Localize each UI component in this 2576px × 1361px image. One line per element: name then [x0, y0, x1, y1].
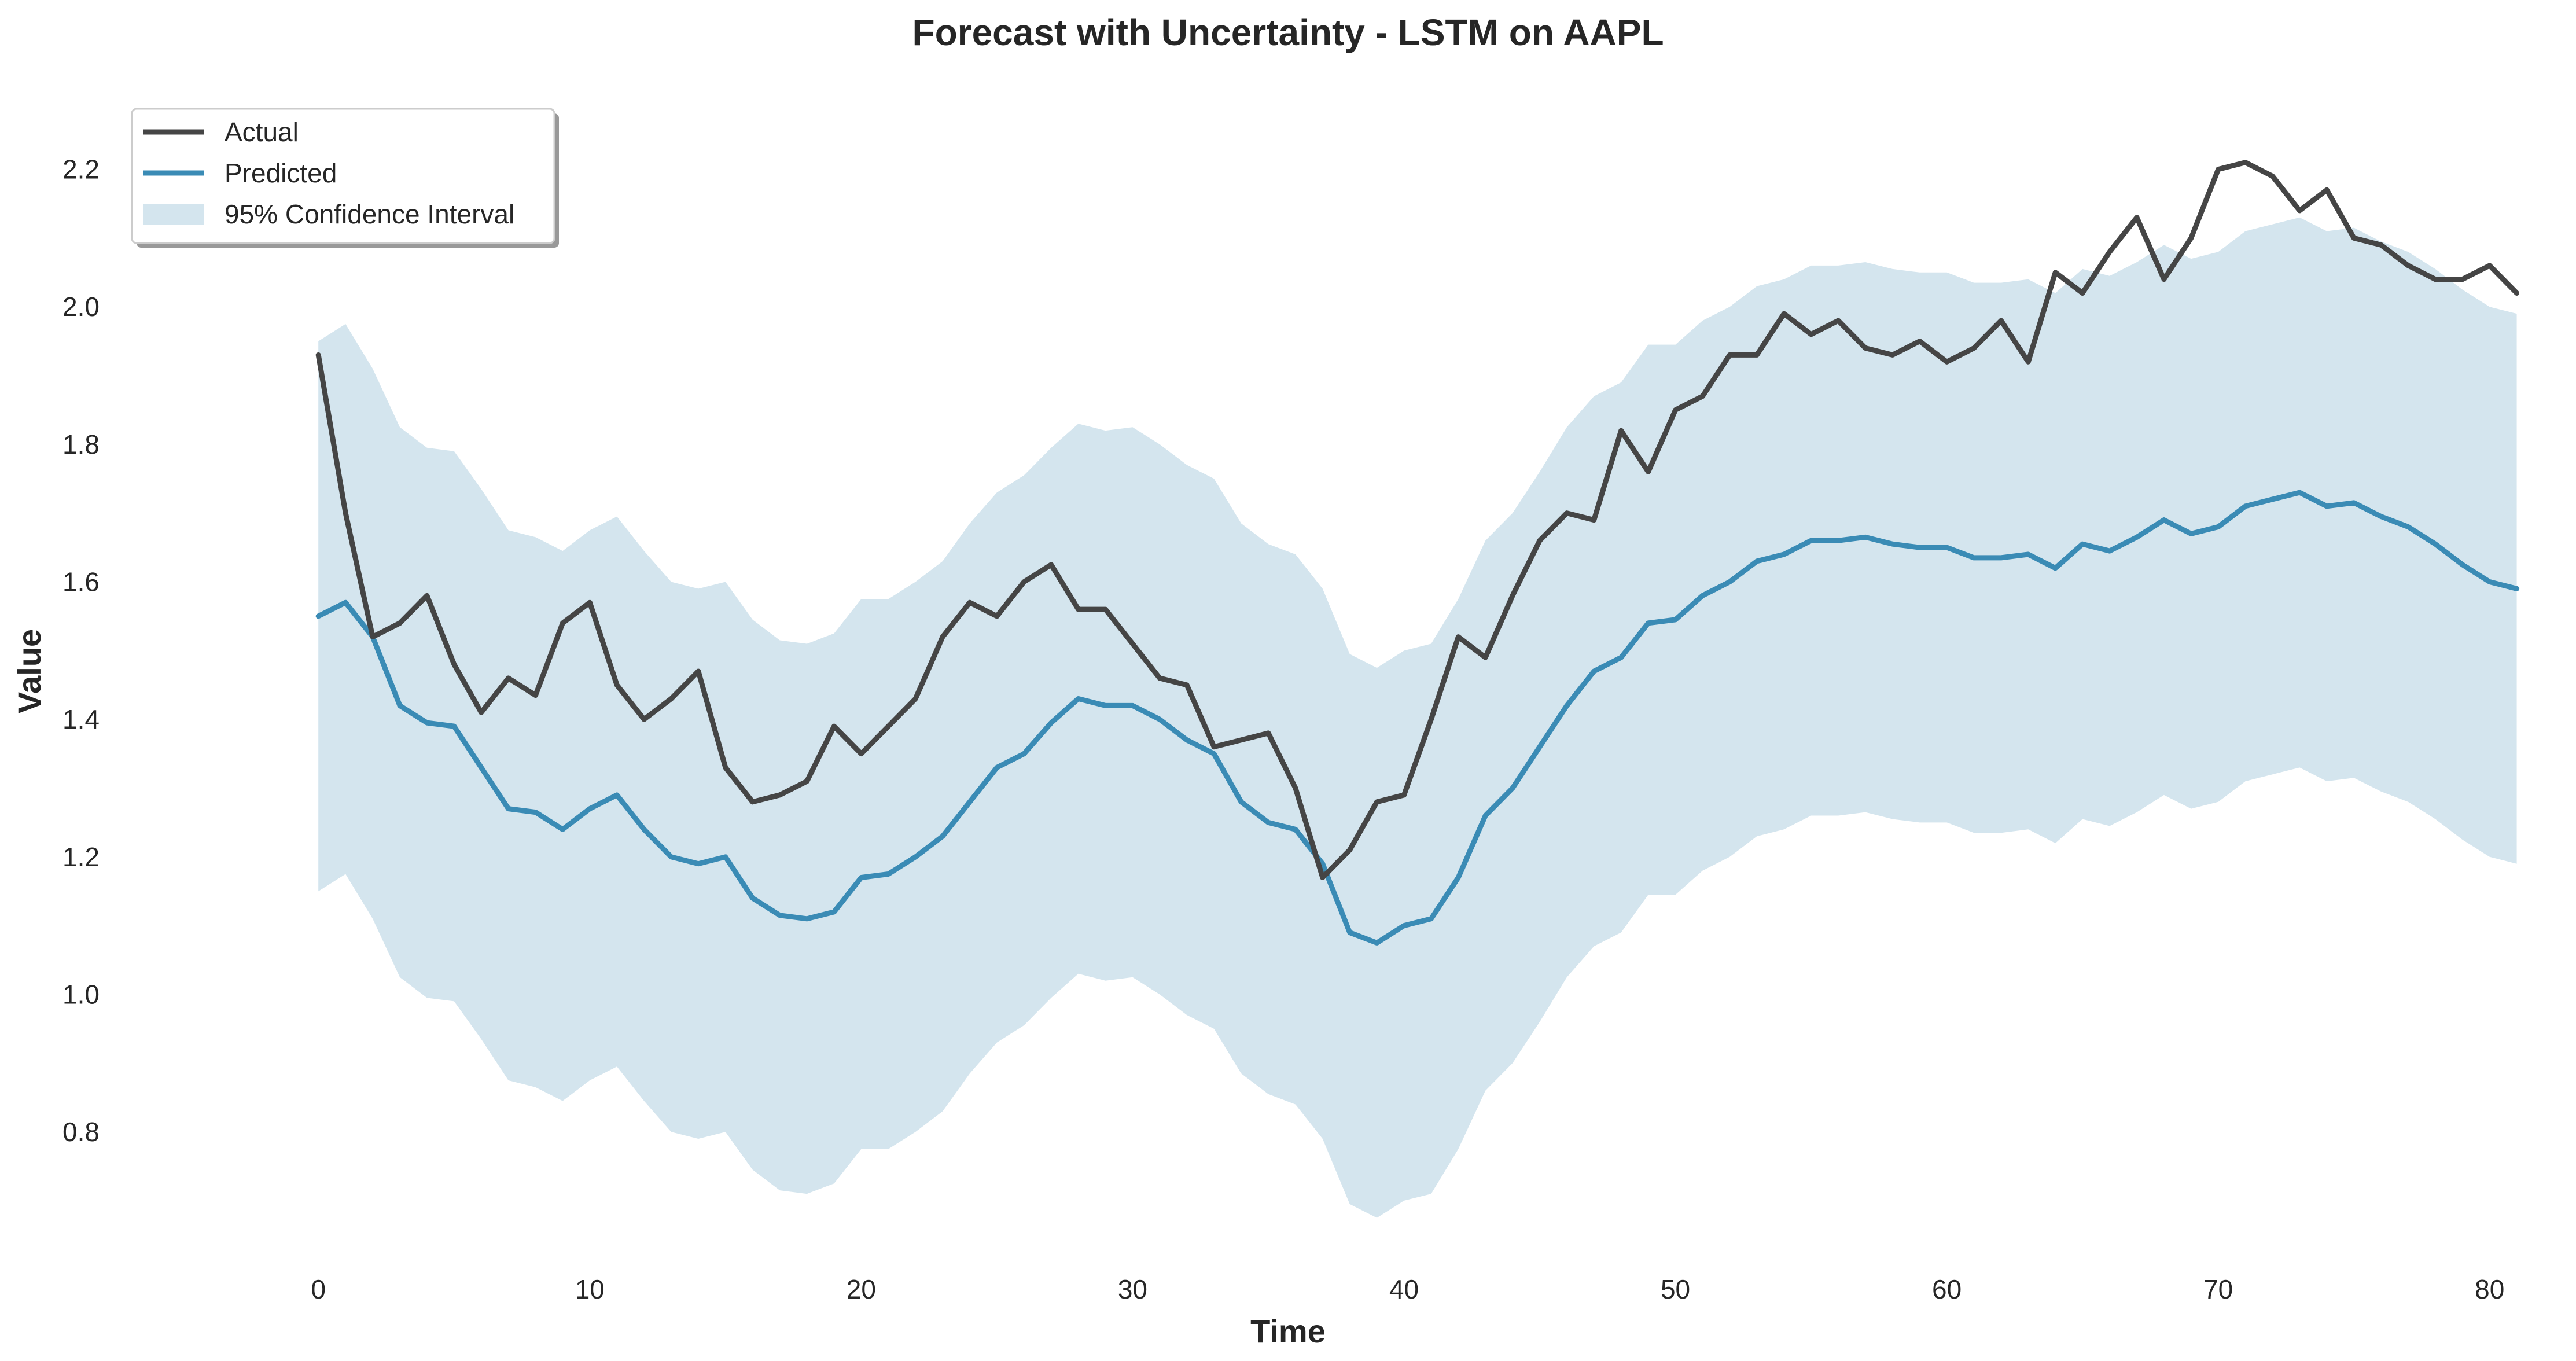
y-tick-label: 2.2 — [62, 155, 100, 185]
predicted-line — [315, 490, 2520, 946]
y-tick-labels: 0.8 1.0 1.2 1.4 1.6 1.8 2.0 2.2 — [62, 155, 100, 1147]
x-tick-label: 60 — [1932, 1274, 1962, 1304]
legend-label-95-confidence-interval: 95% Confidence Interval — [225, 199, 514, 229]
y-tick-label: 1.4 — [62, 704, 100, 734]
x-tick-label: 40 — [1389, 1274, 1419, 1304]
x-tick-label: 50 — [1661, 1274, 1690, 1304]
actual-line — [315, 160, 2520, 880]
legend: Actual Predicted 95% Confidence Interval — [131, 108, 559, 248]
legend-swatch-95-confidence-interval — [143, 204, 204, 225]
confidence-band-layer — [318, 217, 2517, 1218]
y-tick-label: 0.8 — [62, 1117, 100, 1147]
x-tick-labels: 0 10 20 30 40 50 60 70 80 — [311, 1274, 2504, 1304]
y-tick-label: 1.2 — [62, 842, 100, 872]
y-tick-label: 1.6 — [62, 567, 100, 597]
confidence-interval-band — [318, 217, 2517, 1218]
y-tick-label: 2.0 — [62, 292, 100, 322]
legend-entries: Actual Predicted 95% Confidence Interval — [143, 117, 514, 229]
x-tick-label: 10 — [575, 1274, 605, 1304]
x-axis-label: Time — [1250, 1313, 1326, 1349]
legend-frame — [131, 108, 555, 244]
x-tick-label: 20 — [847, 1274, 876, 1304]
series-lines-layer — [315, 160, 2520, 946]
x-tick-label: 70 — [2203, 1274, 2233, 1304]
x-tick-label: 0 — [311, 1274, 326, 1304]
legend-label-actual: Actual — [225, 117, 299, 147]
y-axis-label: Value — [11, 629, 47, 713]
legend-label-predicted: Predicted — [225, 158, 337, 188]
y-tick-label: 1.8 — [62, 429, 100, 459]
x-tick-label: 30 — [1118, 1274, 1147, 1304]
y-tick-label: 1.0 — [62, 979, 100, 1009]
x-tick-label: 80 — [2475, 1274, 2504, 1304]
chart-title: Forecast with Uncertainty - LSTM on AAPL — [912, 12, 1664, 53]
